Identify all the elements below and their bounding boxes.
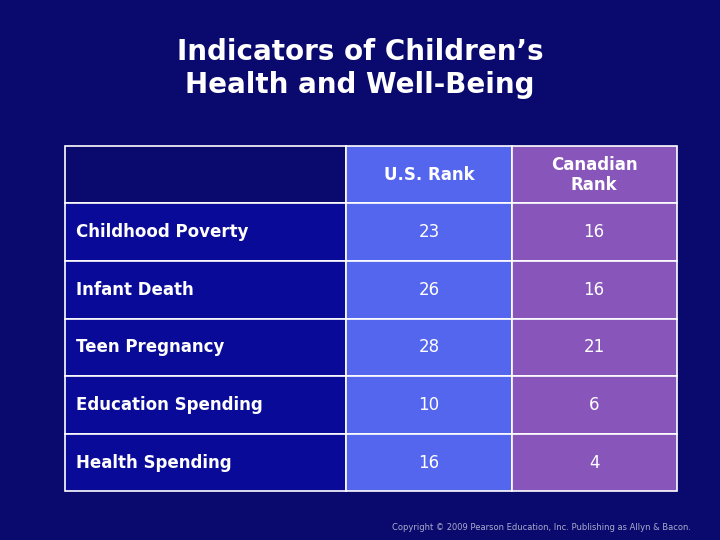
Text: Childhood Poverty: Childhood Poverty [76,223,248,241]
Text: Infant Death: Infant Death [76,281,194,299]
FancyBboxPatch shape [511,204,677,261]
Text: 26: 26 [418,281,439,299]
Text: 28: 28 [418,339,439,356]
Text: Teen Pregnancy: Teen Pregnancy [76,339,224,356]
Text: 16: 16 [418,454,439,471]
Text: 21: 21 [583,339,605,356]
Text: Education Spending: Education Spending [76,396,262,414]
Text: 4: 4 [589,454,600,471]
FancyBboxPatch shape [346,204,511,261]
FancyBboxPatch shape [65,204,346,261]
FancyBboxPatch shape [65,146,346,204]
Text: Copyright © 2009 Pearson Education, Inc. Publishing as Allyn & Bacon.: Copyright © 2009 Pearson Education, Inc.… [392,523,691,532]
Text: 16: 16 [584,223,605,241]
FancyBboxPatch shape [346,376,511,434]
FancyBboxPatch shape [65,261,346,319]
FancyBboxPatch shape [511,434,677,491]
FancyBboxPatch shape [65,319,346,376]
Text: Canadian
Rank: Canadian Rank [551,156,637,194]
FancyBboxPatch shape [346,319,511,376]
FancyBboxPatch shape [511,146,677,204]
FancyBboxPatch shape [346,261,511,319]
FancyBboxPatch shape [511,319,677,376]
Text: 23: 23 [418,223,440,241]
Text: 6: 6 [589,396,600,414]
Text: 10: 10 [418,396,439,414]
FancyBboxPatch shape [511,261,677,319]
FancyBboxPatch shape [65,434,346,491]
Text: Indicators of Children’s
Health and Well-Being: Indicators of Children’s Health and Well… [176,38,544,99]
FancyBboxPatch shape [346,146,511,204]
FancyBboxPatch shape [65,376,346,434]
FancyBboxPatch shape [511,376,677,434]
FancyBboxPatch shape [346,434,511,491]
Text: U.S. Rank: U.S. Rank [384,166,474,184]
Text: 16: 16 [584,281,605,299]
Text: Health Spending: Health Spending [76,454,231,471]
